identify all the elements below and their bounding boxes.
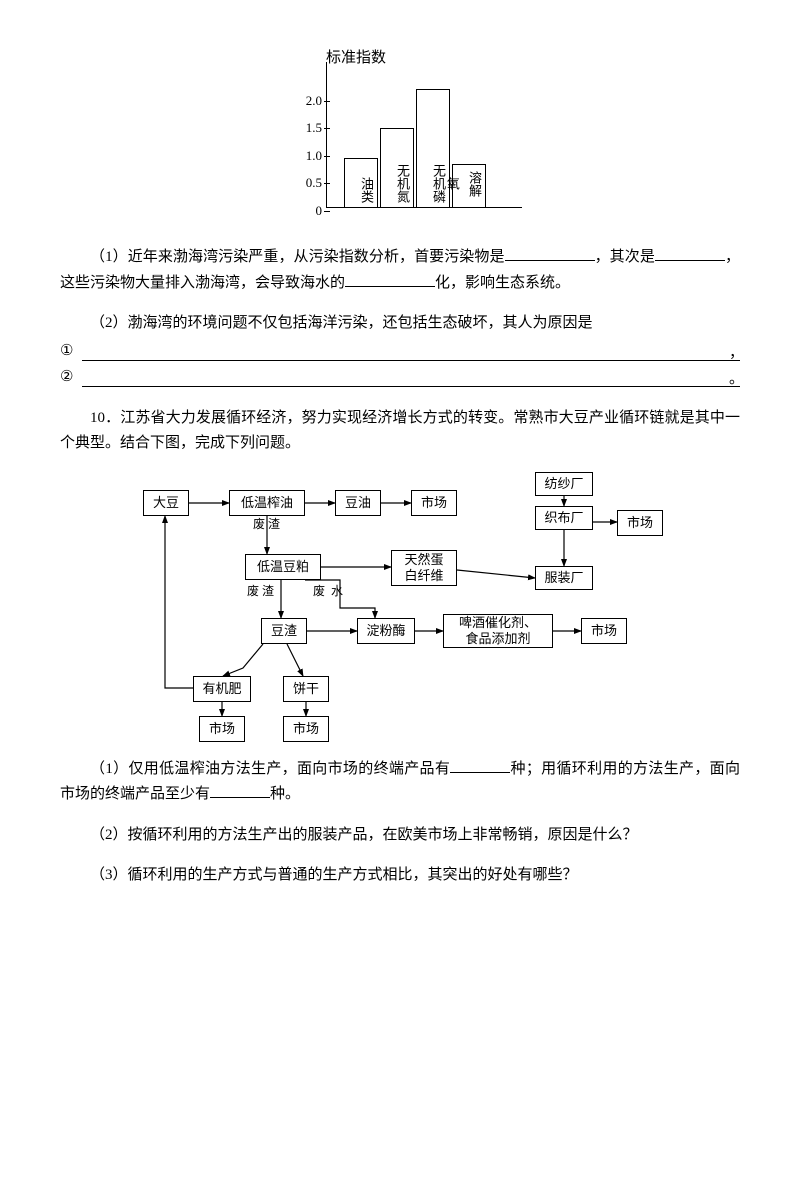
blank bbox=[505, 245, 595, 261]
q1-part1: （1）近年来渤海湾污染严重，从污染指数分析，首要污染物是，其次是，这些污染物大量… bbox=[60, 245, 740, 296]
node-mkt5: 市场 bbox=[283, 716, 329, 742]
blank bbox=[655, 245, 725, 261]
edge-fiber-fuzhuang bbox=[457, 570, 535, 578]
q10-2: （2）按循环利用的方法生产出的服装产品，在欧美市场上非常畅销，原因是什么？ bbox=[60, 823, 740, 849]
node-youji: 有机肥 bbox=[193, 676, 251, 702]
bars-area: 油类无机氮无机磷溶解氧 bbox=[326, 70, 522, 208]
node-fiber: 天然蛋白纤维 bbox=[391, 550, 457, 586]
ytick: 0 bbox=[288, 200, 322, 222]
blank bbox=[345, 271, 435, 287]
node-binggan: 饼干 bbox=[283, 676, 329, 702]
q1-part2: （2）渤海湾的环境问题不仅包括海洋污染，还包括生态破坏，其人为原因是 bbox=[60, 311, 740, 337]
pollution-bar-chart: 标准指数 油类无机氮无机磷溶解氧 00.51.01.52.0 bbox=[270, 50, 530, 230]
edge-youji-ddou bbox=[165, 516, 193, 688]
blank bbox=[210, 782, 270, 798]
node-mkt4: 市场 bbox=[199, 716, 245, 742]
q10-3: （3）循环利用的生产方式与普通的生产方式相比，其突出的好处有哪些？ bbox=[60, 863, 740, 889]
node-douyou: 豆油 bbox=[335, 490, 381, 516]
bar-3: 溶解氧 bbox=[452, 164, 486, 208]
node-zhayou: 低温榨油 bbox=[229, 490, 305, 516]
node-mkt3: 市场 bbox=[581, 618, 627, 644]
node-zhibu: 织布厂 bbox=[535, 506, 593, 530]
annot-fs: 废 水 bbox=[313, 585, 343, 598]
node-fuzhuang: 服装厂 bbox=[535, 566, 593, 590]
ytick: 0.5 bbox=[288, 172, 322, 194]
q10-1: （1）仅用低温榨油方法生产，面向市场的终端产品有种；用循环利用的方法生产，面向市… bbox=[60, 757, 740, 808]
bar-label: 溶解氧 bbox=[453, 165, 485, 203]
answer-line-2: ② 。 bbox=[60, 365, 740, 391]
node-fangsha: 纺纱厂 bbox=[535, 472, 593, 496]
node-ddou: 大豆 bbox=[143, 490, 189, 516]
q10-intro: 10．江苏省大力发展循环经济，努力实现经济增长方式的转变。常熟市大豆产业循环链就… bbox=[60, 406, 740, 457]
chart-title: 标准指数 bbox=[326, 46, 386, 72]
node-mkt1: 市场 bbox=[411, 490, 457, 516]
bar-label: 无机氮 bbox=[381, 164, 413, 203]
annot-fz2: 废 渣 bbox=[247, 585, 274, 598]
edge-douzha-youji bbox=[223, 644, 263, 676]
ytick: 2.0 bbox=[288, 90, 322, 112]
node-mkt2: 市场 bbox=[617, 510, 663, 536]
answer-line-1: ① ， bbox=[60, 339, 740, 365]
node-dianfen: 淀粉酶 bbox=[357, 618, 415, 644]
blank bbox=[450, 757, 510, 773]
bar-1: 无机氮 bbox=[380, 128, 414, 208]
bar-0: 油类 bbox=[344, 158, 378, 208]
soybean-flowchart: 大豆低温榨油豆油市场纺纱厂织布厂服装厂市场低温豆粕天然蛋白纤维豆渣淀粉酶啤酒催化… bbox=[135, 472, 665, 742]
edge-douzha-binggan bbox=[287, 644, 303, 676]
ytick: 1.5 bbox=[288, 117, 322, 139]
annot-fz1: 废 渣 bbox=[253, 518, 280, 531]
node-doupo: 低温豆粕 bbox=[245, 554, 321, 580]
node-pijiu: 啤酒催化剂、食品添加剂 bbox=[443, 614, 553, 648]
diagram-container: 大豆低温榨油豆油市场纺纱厂织布厂服装厂市场低温豆粕天然蛋白纤维豆渣淀粉酶啤酒催化… bbox=[60, 472, 740, 742]
node-douzha: 豆渣 bbox=[261, 618, 307, 644]
chart-container: 标准指数 油类无机氮无机磷溶解氧 00.51.01.52.0 bbox=[60, 50, 740, 230]
ytick: 1.0 bbox=[288, 145, 322, 167]
bar-label: 油类 bbox=[345, 177, 377, 203]
